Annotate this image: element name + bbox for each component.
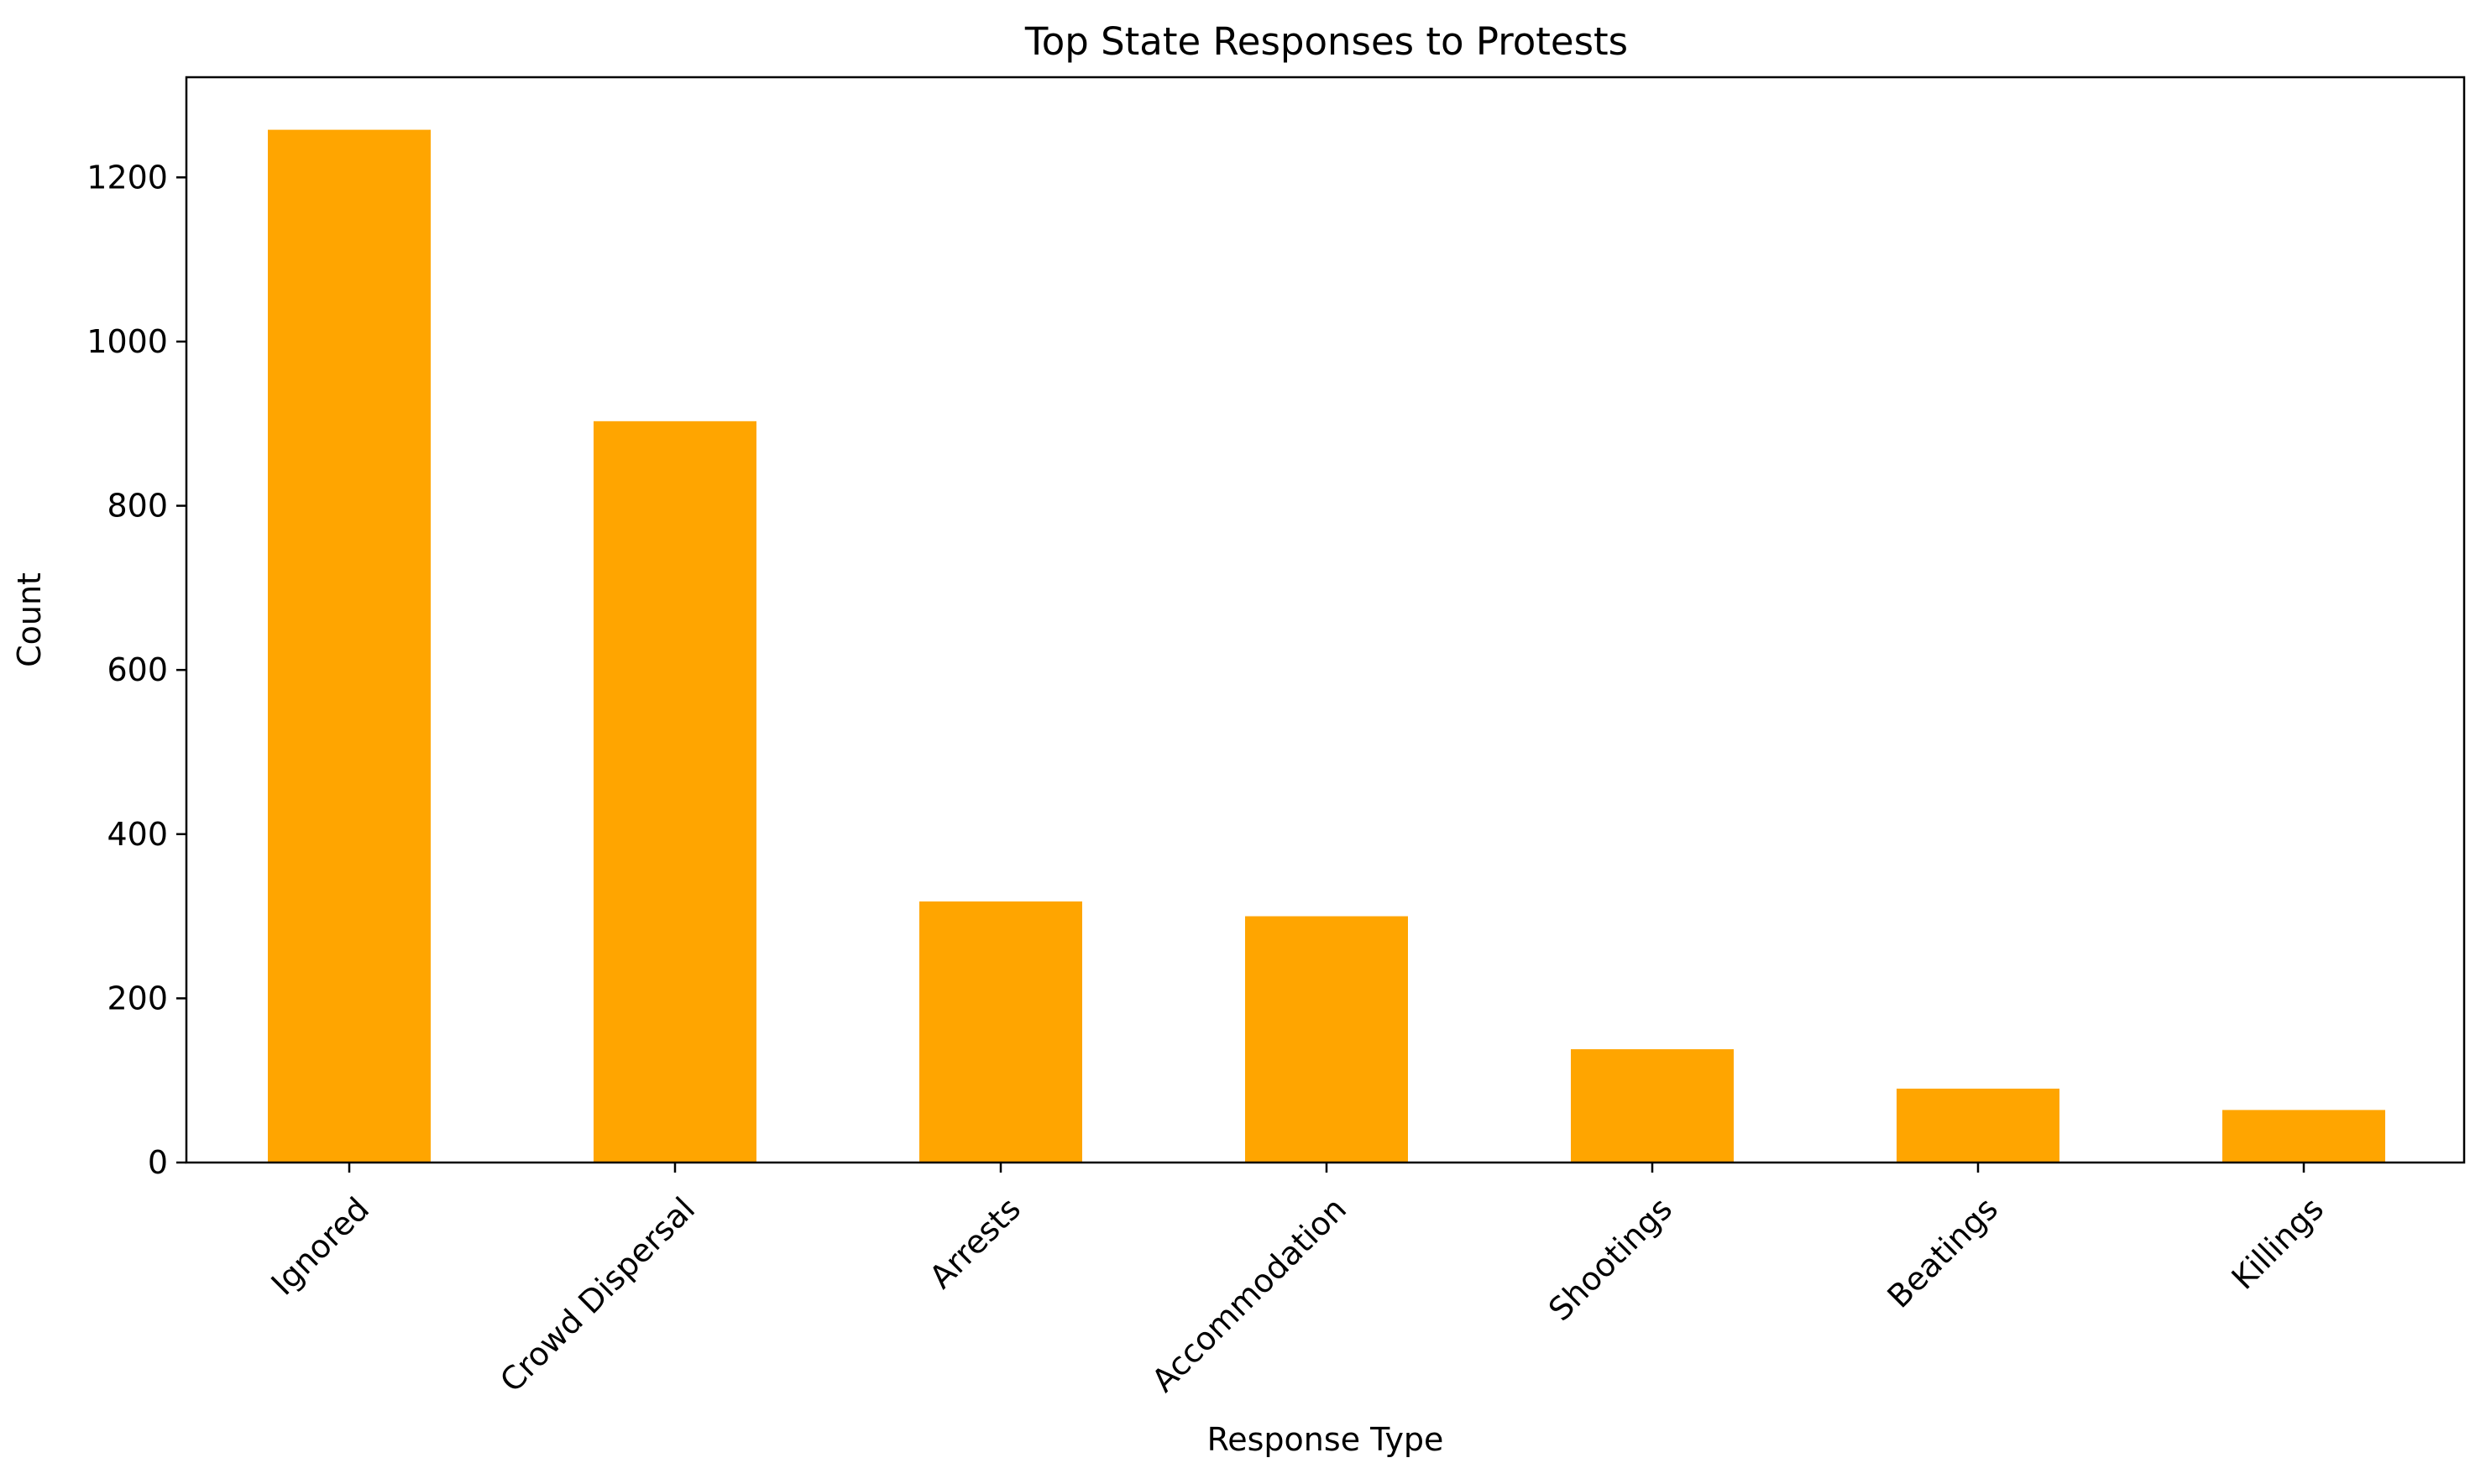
bars-group [268,129,2385,1163]
y-axis-label: Count [11,572,48,667]
y-axis-ticks: 0 200 400 600 800 1000 1200 [86,159,186,1181]
x-tick-label: Ignored [264,1190,377,1303]
x-axis-ticks: Ignored Crowd Dispersal Arrests Accommodati… [264,1163,2331,1399]
bar-killings [2222,1110,2385,1163]
y-tick-label: 800 [107,488,168,525]
y-tick-label: 0 [148,1144,168,1181]
y-tick-label: 600 [107,651,168,688]
bar-accommodation [1245,916,1408,1163]
bar-arrests [919,901,1082,1163]
x-tick-label: Shootings [1541,1190,1679,1328]
y-tick-label: 200 [107,980,168,1016]
x-axis-label: Response Type [1207,1421,1444,1458]
bar-shootings [1571,1049,1734,1163]
plot-frame [185,76,2466,1164]
x-tick-label: Arrests [923,1190,1028,1296]
x-tick-label: Crowd Dispersal [493,1190,702,1399]
bar-crowd-dispersal [594,421,756,1163]
y-tick-label: 1000 [86,323,168,360]
y-tick-label: 1200 [86,159,168,196]
x-tick-label: Accommodation [1144,1190,1353,1399]
x-tick-label: Killings [2224,1190,2331,1297]
chart-title: Top State Responses to Protests [1024,19,1628,64]
bar-ignored [268,129,431,1163]
x-tick-label: Beatings [1881,1190,2006,1315]
y-tick-label: 400 [107,816,168,853]
bar-beatings [1897,1088,2059,1163]
